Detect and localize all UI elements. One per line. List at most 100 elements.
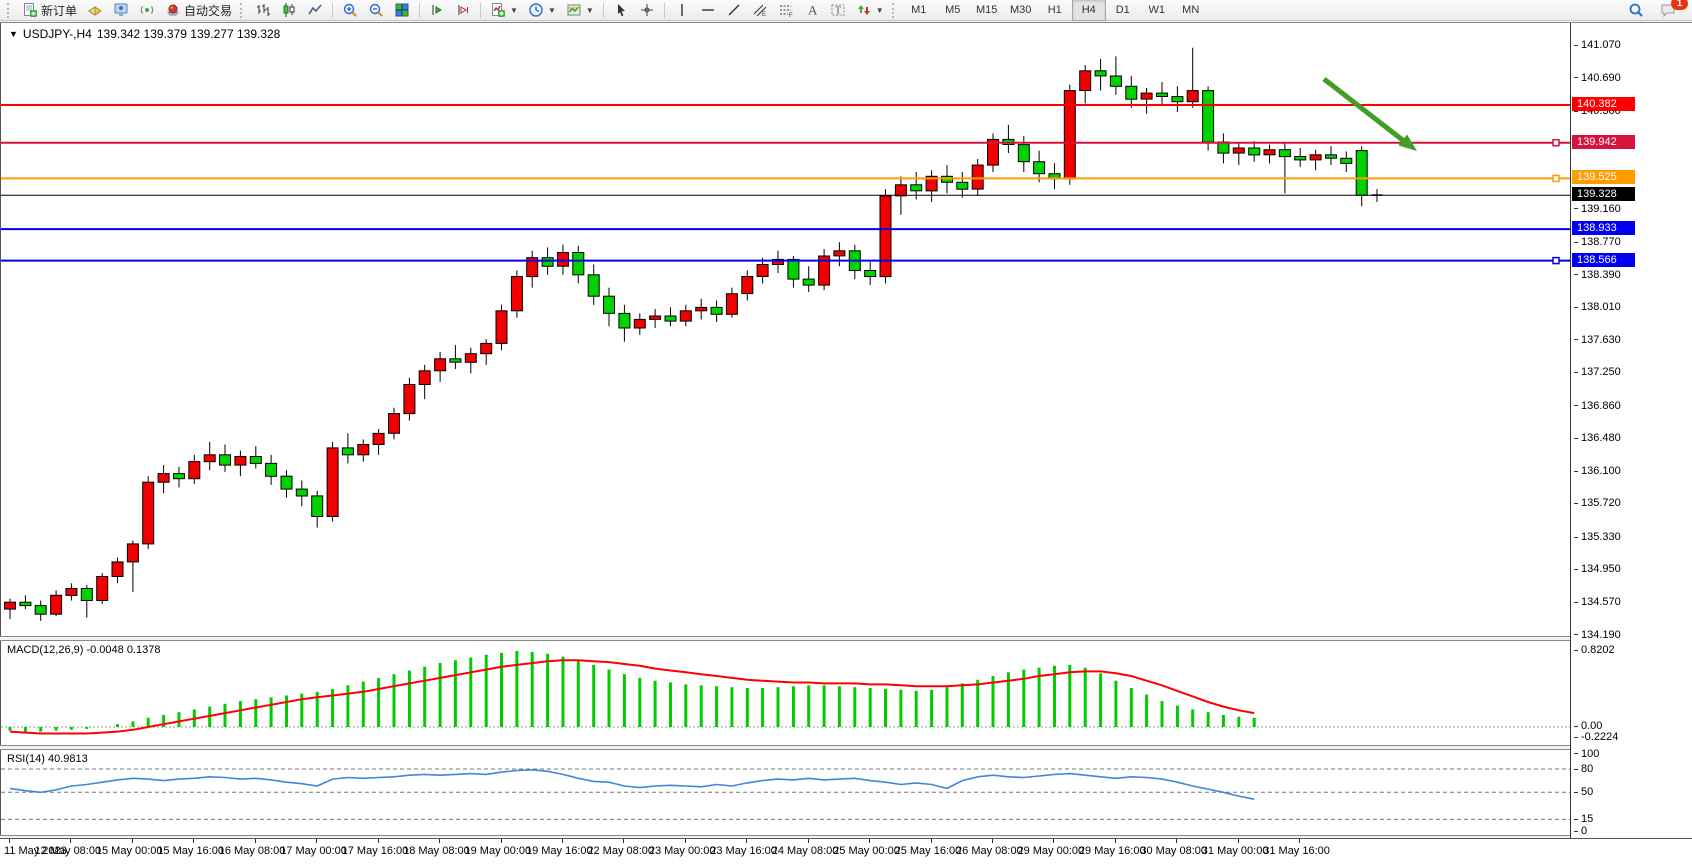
candlestick-button[interactable]	[276, 0, 302, 21]
chart-title: ▼ USDJPY-,H4 139.342 139.379 139.277 139…	[9, 27, 280, 41]
price-axis-tick: 136.100	[1574, 465, 1621, 477]
price-axis-tick: 135.720	[1574, 497, 1621, 509]
candle-body	[864, 270, 877, 277]
main-chart-panel[interactable]	[1, 25, 1571, 636]
candle-body	[1325, 154, 1337, 159]
price-axis[interactable]: 141.070 140.690 140.300 139.160 138.770 138.3…	[1570, 23, 1692, 863]
horizontal-line-button[interactable]	[695, 0, 721, 21]
toolbar-grip[interactable]	[240, 2, 247, 18]
chart-quote-ohlc: 139.342 139.379 139.277 139.328	[96, 27, 281, 41]
candle-body	[818, 255, 831, 286]
timeframe-button-mn[interactable]: MN	[1182, 4, 1200, 16]
timeframe-button-w1[interactable]: W1	[1148, 4, 1165, 16]
periods-button[interactable]: ▼	[523, 0, 561, 21]
notifications-button[interactable]: 1	[1655, 0, 1688, 21]
timeframe-button-m30[interactable]: M30	[1010, 4, 1032, 16]
line-handle[interactable]	[1552, 256, 1560, 265]
search-button[interactable]	[1623, 0, 1649, 21]
candle-body	[80, 588, 93, 601]
candle-body	[50, 594, 63, 615]
candle-body	[879, 195, 892, 278]
toolbar-grip[interactable]	[7, 2, 14, 18]
time-axis-tick	[1053, 839, 1055, 843]
market-watch-button[interactable]	[108, 0, 134, 21]
line-handle[interactable]	[1552, 174, 1560, 183]
panel-splitter-macd[interactable]	[0, 636, 1692, 641]
candle-body	[925, 175, 938, 192]
auto-scroll-icon	[429, 2, 445, 18]
ticket-button[interactable]	[82, 0, 108, 21]
time-axis-tick	[377, 839, 379, 843]
timeframe-button-d1[interactable]: D1	[1115, 4, 1130, 16]
new-order-button-label: 新订单	[41, 3, 78, 18]
indicators-button[interactable]: ▼	[485, 0, 523, 21]
candle-body	[34, 605, 47, 615]
crosshair-button[interactable]	[634, 0, 660, 21]
dropdown-caret-icon: ▼	[547, 5, 556, 15]
chevron-down-icon[interactable]: ▼	[9, 29, 18, 39]
indicators-icon	[490, 2, 506, 18]
toolbar-separator	[332, 2, 334, 18]
candle-body	[802, 278, 815, 286]
candle-body	[1340, 157, 1353, 164]
channel-button[interactable]: E	[747, 0, 773, 21]
arrows-button[interactable]: ▼	[851, 0, 889, 21]
toolbar-separator	[419, 2, 421, 18]
candle-body	[541, 257, 554, 267]
templates-icon	[566, 2, 582, 18]
new-order-button[interactable]: 新订单	[17, 0, 82, 21]
timeframe-button-m5[interactable]: M5	[945, 4, 961, 16]
candle-body	[480, 342, 493, 355]
bar-chart-icon	[255, 2, 271, 18]
cursor-button[interactable]	[608, 0, 634, 21]
time-axis[interactable]: 11 May 2023 12 May 08:00 15 May 00:00 15 Ma…	[0, 838, 1692, 864]
fibonacci-button[interactable]: F	[773, 0, 799, 21]
time-axis-label: 15 May 16:00	[157, 845, 224, 857]
bar-chart-button[interactable]	[250, 0, 276, 21]
trendline-button[interactable]	[721, 0, 747, 21]
trend-arrow-annotation[interactable]	[1322, 77, 1411, 147]
line-chart-button[interactable]	[302, 0, 328, 21]
timeframe-button-m15[interactable]: M15	[976, 4, 998, 16]
vertical-line-button[interactable]	[669, 0, 695, 21]
price-axis-tick: 137.250	[1574, 366, 1621, 378]
rsi-panel[interactable]: RSI(14) 40.9813	[1, 750, 1571, 835]
candle-body	[1063, 90, 1076, 180]
tile-windows-button[interactable]	[389, 0, 415, 21]
signals-button[interactable]	[134, 0, 160, 21]
macd-panel[interactable]: MACD(12,26,9) -0.0048 0.1378	[1, 641, 1571, 745]
channel-icon: E	[752, 2, 768, 18]
text-label-button[interactable]: T	[825, 0, 851, 21]
line-handle[interactable]	[1552, 138, 1560, 147]
time-axis-tick	[807, 839, 809, 843]
templates-button[interactable]: ▼	[561, 0, 599, 21]
timeframe-button-m1[interactable]: M1	[911, 4, 927, 16]
price-axis-tick: 134.190	[1574, 629, 1621, 641]
candle-body	[987, 138, 999, 166]
candle-body	[1033, 161, 1046, 175]
time-axis-label: 29 May 00:00	[1017, 845, 1085, 857]
price-axis-tick: 138.010	[1574, 301, 1621, 313]
toolbar-grip-timeframes[interactable]	[891, 2, 899, 18]
candle-body	[894, 184, 907, 197]
dropdown-caret-icon: ▼	[875, 5, 884, 15]
svg-text:T: T	[835, 6, 841, 17]
timeframe-button-h1[interactable]: H1	[1047, 4, 1062, 16]
autotrading-icon	[165, 2, 181, 18]
rsi-axis-tick: 0	[1574, 825, 1587, 837]
candle-body	[725, 293, 738, 315]
auto-scroll-button[interactable]	[424, 0, 450, 21]
search-icon	[1629, 3, 1643, 17]
timeframe-button-h4[interactable]: H4	[1071, 0, 1106, 21]
signal-icon	[139, 2, 155, 18]
zoom-in-button[interactable]	[337, 0, 363, 21]
price-line-badge: 139.525	[1572, 170, 1635, 185]
autotrading-button[interactable]: 自动交易	[160, 0, 237, 21]
chart-shift-button[interactable]	[450, 0, 476, 21]
zoom-out-button[interactable]	[363, 0, 389, 21]
panel-splitter-rsi[interactable]	[0, 745, 1692, 750]
rsi-axis-tick: 15	[1574, 813, 1593, 825]
time-axis-tick	[500, 839, 502, 843]
time-axis-label: 19 May 16:00	[525, 845, 593, 857]
text-button[interactable]: A	[799, 0, 825, 21]
